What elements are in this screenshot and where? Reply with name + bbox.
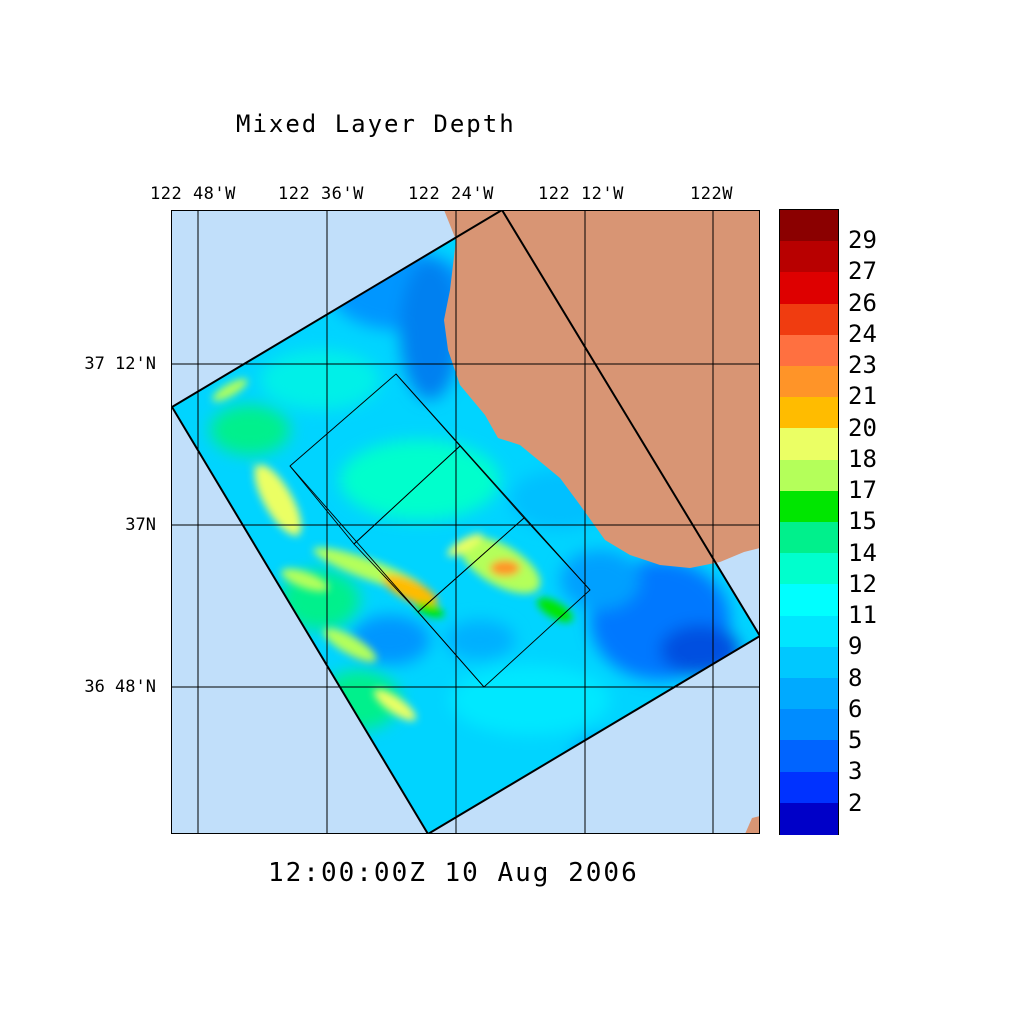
color-scale-bar (779, 209, 839, 836)
colorbar-cell (780, 490, 838, 524)
colorbar-cell (780, 740, 838, 773)
colorbar-label: 8 (848, 664, 863, 692)
latitude-label-1: 37 12'N (84, 354, 156, 374)
colorbar-label: 14 (848, 539, 877, 567)
land-corner (745, 816, 760, 834)
colorbar-label: 20 (848, 414, 877, 442)
colorbar-label: 23 (848, 351, 877, 379)
colorbar-cell (780, 272, 838, 305)
colorbar-cell (780, 678, 838, 711)
colorbar-label: 21 (848, 382, 877, 410)
colorbar-cell (780, 459, 838, 493)
colorbar-cell (780, 428, 838, 461)
colorbar-cell (780, 303, 838, 337)
colorbar-cell (780, 334, 838, 368)
longitude-label-3: 122 24'W (408, 184, 494, 204)
latitude-label-3: 36 48'N (84, 677, 156, 697)
timestamp: 12:00:00Z 10 Aug 2006 (268, 858, 639, 888)
colorbar-cell (780, 584, 838, 617)
colorbar-label: 18 (848, 445, 877, 473)
colorbar-cell (780, 802, 838, 836)
colorbar-cell (780, 522, 838, 555)
colorbar-label: 5 (848, 726, 863, 754)
colorbar-label: 2 (848, 789, 863, 817)
map-title: Mixed Layer Depth (236, 110, 516, 138)
longitude-label-2: 122 36'W (278, 184, 364, 204)
longitude-label-5: 122W (690, 184, 733, 204)
colorbar-cell (780, 210, 838, 243)
colorbar-label: 11 (848, 601, 877, 629)
longitude-label-4: 122 12'W (538, 184, 624, 204)
colorbar-cell (780, 771, 838, 805)
inner-subdomain-boxes (289, 373, 591, 688)
colorbar-cell (780, 615, 838, 649)
colorbar-label: 6 (848, 695, 863, 723)
colorbar-label: 3 (848, 757, 863, 785)
colorbar-label: 15 (848, 507, 877, 535)
colorbar-cell (780, 553, 838, 586)
longitude-label-1: 122 48'W (150, 184, 236, 204)
colorbar-cell (780, 366, 838, 399)
colorbar-cell (780, 646, 838, 680)
colorbar-label: 24 (848, 320, 877, 348)
colorbar-label: 29 (848, 226, 877, 254)
colorbar-label: 27 (848, 257, 877, 285)
coastline-land (444, 210, 760, 568)
model-domain-outline (171, 210, 760, 834)
colorbar-label: 26 (848, 289, 877, 317)
colorbar-label: 17 (848, 476, 877, 504)
colorbar-cell (780, 397, 838, 430)
colorbar-cell (780, 709, 838, 742)
colorbar-label: 12 (848, 570, 877, 598)
colorbar-cell (780, 241, 838, 274)
latitude-label-2: 37N (125, 515, 156, 535)
colorbar-label: 9 (848, 632, 863, 660)
